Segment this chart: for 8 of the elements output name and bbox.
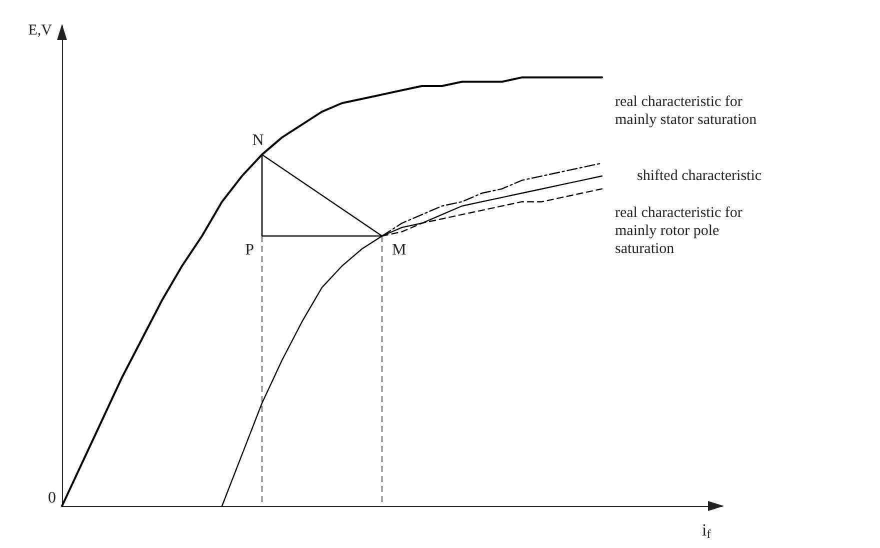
annotation: N <box>252 132 264 150</box>
annotation: P <box>245 242 254 258</box>
series-label: real characteristic for mainly rotor pole saturation <box>615 204 746 257</box>
text: 0 <box>48 490 56 506</box>
annotation: M <box>392 242 406 258</box>
text: real characteristic for mainly stator saturation <box>615 94 758 128</box>
text: shifted characteristic <box>637 168 762 184</box>
y-axis-title: E,V <box>28 22 52 38</box>
